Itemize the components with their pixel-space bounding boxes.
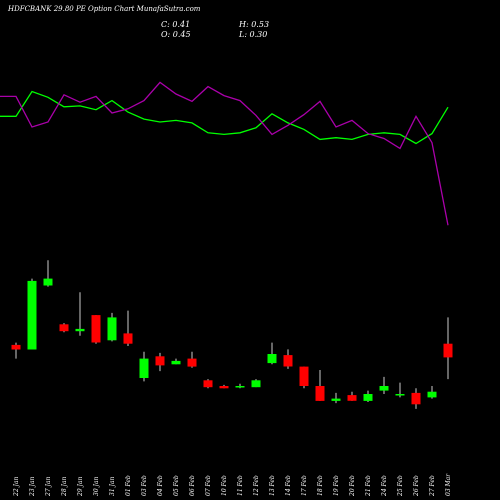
- x-tick-label: 23 Jan: [29, 476, 36, 497]
- candle-body-down: [59, 324, 69, 332]
- x-tick-label: 18 Feb: [317, 475, 324, 496]
- candle-28: [443, 317, 453, 380]
- candle-17: [267, 342, 277, 365]
- candle-24: [379, 376, 389, 394]
- candle-body-down: [315, 386, 325, 401]
- candle-body-up: [331, 398, 341, 401]
- candle-body-down: [411, 392, 421, 405]
- candle-body-down: [299, 366, 309, 386]
- x-tick-label: 17 Feb: [301, 475, 308, 496]
- candle-2: [27, 278, 37, 350]
- candle-20: [315, 370, 325, 401]
- x-tick-label: 06 Feb: [189, 475, 196, 496]
- x-tick-label: 11 Feb: [237, 475, 244, 496]
- candle-6: [91, 315, 101, 344]
- chart-title: HDFCBANK 29.80 PE Option Chart MunafaSut…: [8, 5, 201, 13]
- x-axis-ticks: 22 Jan 23 Jan 27 Jan 28 Jan 29 Jan 30 Jan 31 J…: [13, 473, 452, 497]
- x-tick-label: 28 Jan: [61, 476, 68, 497]
- upper-indicator-line: [0, 90, 449, 145]
- candle-23: [363, 390, 373, 402]
- candle-body-down: [203, 380, 213, 388]
- x-tick-label: 26 Feb: [413, 475, 420, 497]
- x-tick-label: 25 Feb: [397, 475, 404, 497]
- x-tick-label: 30 Jan: [93, 476, 100, 496]
- candles: [11, 260, 453, 409]
- candle-body-down: [283, 355, 293, 367]
- candle-body-up: [75, 328, 85, 332]
- candle-3: [43, 260, 53, 287]
- candle-body-down: [155, 356, 165, 366]
- candle-5: [75, 292, 85, 336]
- candle-body-down: [11, 344, 21, 350]
- x-tick-label: 05 Feb: [173, 475, 180, 496]
- x-tick-label: 04 Feb: [157, 475, 164, 496]
- candle-body-up: [395, 394, 405, 396]
- x-tick-label: 03 Feb: [141, 475, 148, 496]
- x-tick-label: 31 Jan: [109, 476, 116, 496]
- candle-body-down: [347, 395, 357, 401]
- candle-body-down: [443, 343, 453, 358]
- candle-9: [139, 351, 149, 382]
- indicator-lines: [0, 81, 449, 226]
- candle-26: [411, 388, 421, 409]
- lower-indicator-line: [0, 81, 449, 226]
- candle-body-up: [139, 358, 149, 378]
- candle-10: [155, 352, 165, 372]
- candle-25: [395, 382, 405, 398]
- open-value: O: 0.45: [161, 30, 191, 39]
- candle-21: [331, 392, 341, 404]
- candle-4: [59, 323, 69, 333]
- candle-11: [171, 358, 181, 365]
- candle-1: [11, 342, 21, 359]
- x-tick-label: 20 Feb: [349, 475, 356, 497]
- x-tick-label: 27 Feb: [429, 475, 436, 497]
- x-tick-label: 13 Feb: [269, 475, 276, 496]
- x-tick-label: 03 Mar: [445, 473, 452, 496]
- candle-body-up: [27, 280, 37, 350]
- candle-body-up: [379, 386, 389, 391]
- x-tick-label: 21 Feb: [365, 475, 372, 497]
- close-value: C: 0.41: [161, 20, 191, 29]
- candle-body-down: [187, 358, 197, 367]
- x-tick-label: 19 Feb: [333, 475, 340, 496]
- low-value: L: 0.30: [239, 30, 268, 39]
- x-tick-label: 27 Jan: [45, 476, 52, 497]
- x-tick-label: 01 Feb: [125, 475, 132, 496]
- candle-16: [251, 379, 261, 388]
- candle-7: [107, 312, 117, 342]
- candle-body-up: [251, 380, 261, 388]
- candle-body-up: [427, 391, 437, 398]
- candle-19: [299, 366, 309, 389]
- candle-18: [283, 349, 293, 369]
- candle-body-down: [91, 315, 101, 343]
- x-tick-label: 14 Feb: [285, 475, 292, 496]
- candle-8: [123, 310, 133, 346]
- candle-body-up: [107, 317, 117, 341]
- candle-22: [347, 391, 357, 401]
- candle-13: [203, 379, 213, 389]
- candle-12: [187, 351, 197, 368]
- x-tick-label: 10 Feb: [221, 475, 228, 496]
- x-tick-label: 24 Feb: [381, 475, 388, 497]
- x-tick-label: 22 Jan: [13, 476, 20, 497]
- candle-15: [235, 383, 245, 389]
- candle-body-up: [235, 386, 245, 388]
- candle-27: [427, 386, 437, 399]
- candle-body-up: [363, 394, 373, 401]
- candle-body-up: [43, 278, 53, 286]
- candle-body-up: [171, 360, 181, 365]
- candle-14: [219, 384, 229, 389]
- x-tick-label: 29 Jan: [77, 476, 84, 497]
- candle-body-up: [267, 354, 277, 364]
- candle-body-down: [219, 386, 229, 389]
- high-value: H: 0.53: [239, 20, 270, 29]
- x-tick-label: 07 Feb: [205, 475, 212, 496]
- x-tick-label: 12 Feb: [253, 475, 260, 496]
- candle-body-down: [123, 333, 133, 344]
